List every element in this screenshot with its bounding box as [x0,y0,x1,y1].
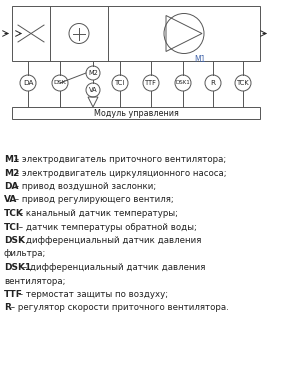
Text: DSK1: DSK1 [176,81,190,85]
Text: M1: M1 [4,155,19,164]
Text: TTF: TTF [145,80,157,86]
Bar [12,107,260,119]
Text: DSK: DSK [4,236,25,245]
Text: DA: DA [4,182,18,191]
Text: M2: M2 [4,169,19,177]
Text: TCK: TCK [237,80,249,86]
Text: – регулятор скорости приточного вентилятора.: – регулятор скорости приточного вентилят… [8,304,229,312]
Text: VA: VA [89,87,97,93]
Text: DSK: DSK [54,81,66,85]
Text: – термостат защиты по воздуху;: – термостат защиты по воздуху; [16,290,168,299]
Text: – канальный датчик температуры;: – канальный датчик температуры; [16,209,178,218]
Text: – дифференциальный датчик давления: – дифференциальный датчик давления [16,236,202,245]
Text: M2: M2 [88,70,98,76]
Text: фильтра;: фильтра; [4,250,46,258]
Text: R: R [211,80,215,86]
Bar [12,6,260,61]
Text: DSK1: DSK1 [4,263,31,272]
Text: – привод регулирующего вентиля;: – привод регулирующего вентиля; [12,195,174,205]
Text: R: R [4,304,11,312]
Text: TCI: TCI [4,223,20,231]
Text: VA: VA [4,195,17,205]
Text: – электродвигатель циркуляционного насоса;: – электродвигатель циркуляционного насос… [12,169,227,177]
Text: – датчик температуры обратной воды;: – датчик температуры обратной воды; [16,223,197,231]
Text: – привод воздушной заслонки;: – привод воздушной заслонки; [12,182,156,191]
Text: Модуль управления: Модуль управления [94,109,178,117]
Text: M1: M1 [194,54,206,64]
Text: вентилятора;: вентилятора; [4,276,65,286]
Text: – дифференциальный датчик давления: – дифференциальный датчик давления [20,263,206,272]
Text: DA: DA [23,80,33,86]
Text: – электродвигатель приточного вентилятора;: – электродвигатель приточного вентилятор… [12,155,226,164]
Text: TTF: TTF [4,290,23,299]
Text: TCK: TCK [4,209,24,218]
Text: TCI: TCI [115,80,125,86]
